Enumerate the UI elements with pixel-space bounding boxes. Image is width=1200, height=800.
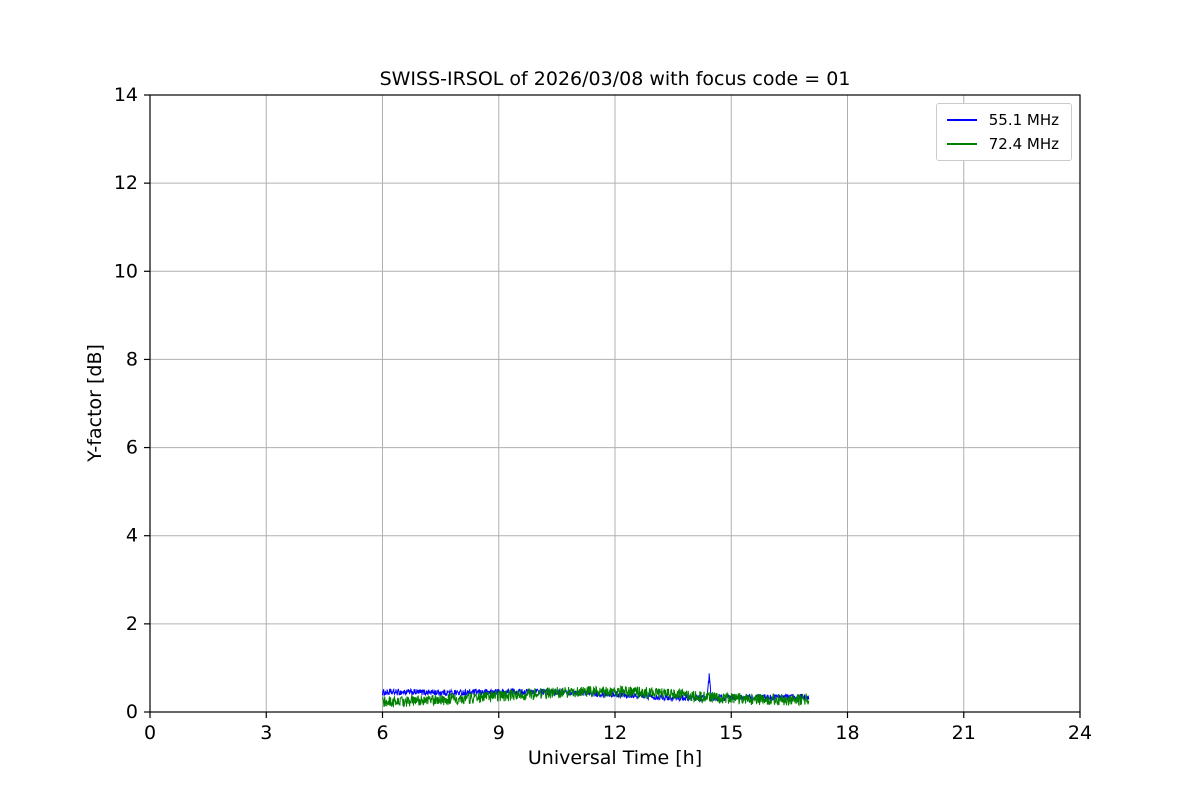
- legend-label: 55.1 MHz: [988, 111, 1059, 129]
- svg-text:14: 14: [114, 84, 138, 106]
- svg-text:6: 6: [376, 722, 388, 744]
- svg-text:0: 0: [126, 701, 138, 723]
- svg-text:6: 6: [126, 437, 138, 459]
- svg-text:10: 10: [114, 260, 138, 282]
- svg-text:12: 12: [114, 172, 138, 194]
- svg-text:24: 24: [1068, 722, 1092, 744]
- legend: 55.1 MHz 72.4 MHz: [935, 103, 1072, 161]
- x-axis-label: Universal Time [h]: [527, 747, 703, 769]
- legend-label: 72.4 MHz: [988, 135, 1059, 153]
- legend-line-swatch: [946, 143, 977, 145]
- svg-text:2: 2: [126, 613, 138, 635]
- svg-text:18: 18: [835, 722, 859, 744]
- svg-text:8: 8: [126, 348, 138, 370]
- svg-text:21: 21: [952, 722, 976, 744]
- svg-text:9: 9: [493, 722, 505, 744]
- legend-line-swatch: [946, 119, 977, 121]
- svg-text:3: 3: [260, 722, 272, 744]
- gridlines: [149, 94, 1081, 713]
- y-axis-label: Y-factor [dB]: [84, 344, 106, 462]
- svg-text:12: 12: [603, 722, 627, 744]
- legend-entry: 55.1 MHz: [946, 110, 1059, 130]
- series-line-1: [382, 684, 810, 708]
- chart-title: SWISS-IRSOL of 2026/03/08 with focus cod…: [379, 68, 851, 90]
- legend-entry: 72.4 MHz: [946, 134, 1059, 154]
- svg-text:15: 15: [719, 722, 743, 744]
- svg-text:4: 4: [126, 525, 138, 547]
- svg-text:0: 0: [144, 722, 156, 744]
